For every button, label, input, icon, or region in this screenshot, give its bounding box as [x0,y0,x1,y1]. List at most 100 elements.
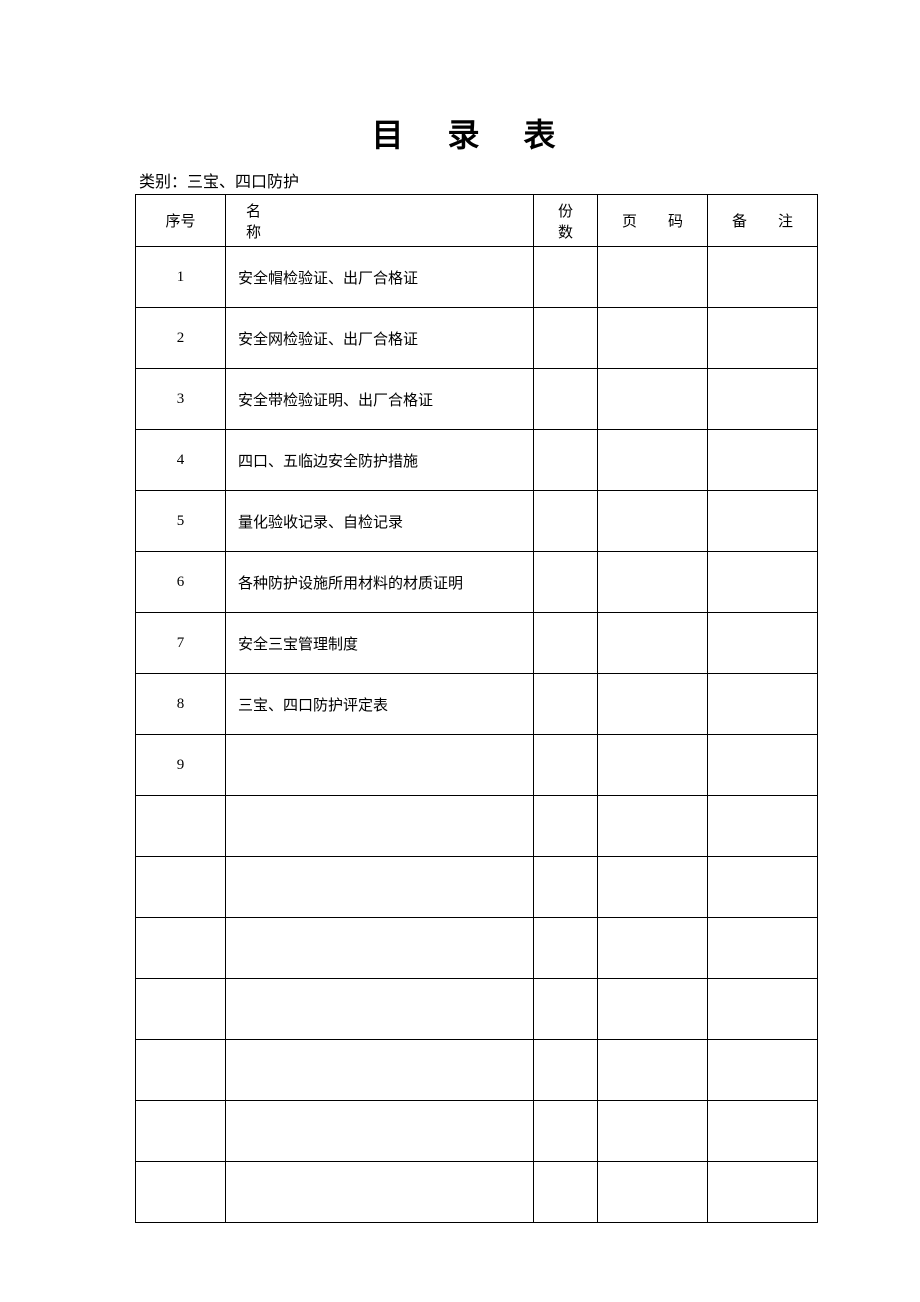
cell-copies [534,308,598,369]
cell-copies [534,674,598,735]
col-header-note: 备 注 [708,195,818,247]
cell-page [598,674,708,735]
cell-seq [136,857,226,918]
cell-copies [534,430,598,491]
cell-seq [136,918,226,979]
cell-page [598,369,708,430]
cell-name: 四口、五临边安全防护措施 [226,430,534,491]
col-header-copies: 份 数 [534,195,598,247]
cell-note [708,308,818,369]
cell-seq [136,1101,226,1162]
cell-name: 安全帽检验证、出厂合格证 [226,247,534,308]
cell-page [598,796,708,857]
cell-copies [534,491,598,552]
cell-page [598,918,708,979]
table-row: 7 安全三宝管理制度 [136,613,818,674]
cell-page [598,613,708,674]
cell-name [226,857,534,918]
cell-page [598,857,708,918]
cell-note [708,247,818,308]
table-body: 1 安全帽检验证、出厂合格证 2 安全网检验证、出厂合格证 3 安全带检验证明、… [136,247,818,1223]
cell-page [598,491,708,552]
cell-page [598,247,708,308]
cell-copies [534,1101,598,1162]
cell-seq: 5 [136,491,226,552]
cell-note [708,430,818,491]
cell-name [226,918,534,979]
table-row: 5 量化验收记录、自检记录 [136,491,818,552]
cell-note [708,1162,818,1223]
table-row: 1 安全帽检验证、出厂合格证 [136,247,818,308]
col-header-seq: 序号 [136,195,226,247]
cell-copies [534,552,598,613]
cell-page [598,552,708,613]
cell-page [598,430,708,491]
cell-seq [136,1040,226,1101]
cell-seq: 1 [136,247,226,308]
cell-note [708,735,818,796]
cell-name [226,1162,534,1223]
cell-seq: 8 [136,674,226,735]
cell-name: 各种防护设施所用材料的材质证明 [226,552,534,613]
cell-copies [534,613,598,674]
cell-name [226,979,534,1040]
cell-copies [534,796,598,857]
cell-seq [136,796,226,857]
cell-page [598,735,708,796]
cell-name: 安全带检验证明、出厂合格证 [226,369,534,430]
cell-page [598,979,708,1040]
table-row: 6 各种防护设施所用材料的材质证明 [136,552,818,613]
cell-note [708,1101,818,1162]
cell-page [598,308,708,369]
table-row [136,1162,818,1223]
cell-name [226,796,534,857]
cell-note [708,552,818,613]
cell-copies [534,735,598,796]
cell-note [708,369,818,430]
contents-table: 序号 名 称 份 数 页 码 备 注 1 安全帽检验证、出厂合格证 2 安全网检… [135,194,818,1223]
cell-copies [534,979,598,1040]
cell-seq: 4 [136,430,226,491]
cell-page [598,1101,708,1162]
cell-name [226,1040,534,1101]
cell-copies [534,1162,598,1223]
cell-note [708,979,818,1040]
cell-copies [534,369,598,430]
cell-name: 三宝、四口防护评定表 [226,674,534,735]
cell-note [708,857,818,918]
table-row: 3 安全带检验证明、出厂合格证 [136,369,818,430]
cell-seq: 2 [136,308,226,369]
cell-copies [534,247,598,308]
cell-note [708,918,818,979]
cell-name [226,1101,534,1162]
table-row: 4 四口、五临边安全防护措施 [136,430,818,491]
category-label: 类别：三宝、四口防护 [135,168,810,192]
table-row: 9 [136,735,818,796]
col-header-page: 页 码 [598,195,708,247]
cell-seq: 6 [136,552,226,613]
table-row [136,918,818,979]
table-row [136,1101,818,1162]
table-row: 2 安全网检验证、出厂合格证 [136,308,818,369]
cell-seq: 3 [136,369,226,430]
col-header-name: 名 称 [226,195,534,247]
cell-seq [136,1162,226,1223]
table-row [136,857,818,918]
cell-page [598,1040,708,1101]
table-row [136,979,818,1040]
cell-seq: 7 [136,613,226,674]
cell-note [708,491,818,552]
table-row [136,1040,818,1101]
cell-note [708,1040,818,1101]
cell-note [708,613,818,674]
cell-note [708,674,818,735]
cell-name: 安全三宝管理制度 [226,613,534,674]
table-row: 8 三宝、四口防护评定表 [136,674,818,735]
cell-seq [136,979,226,1040]
cell-page [598,1162,708,1223]
table-row [136,796,818,857]
cell-name: 量化验收记录、自检记录 [226,491,534,552]
cell-copies [534,918,598,979]
cell-copies [534,1040,598,1101]
cell-note [708,796,818,857]
